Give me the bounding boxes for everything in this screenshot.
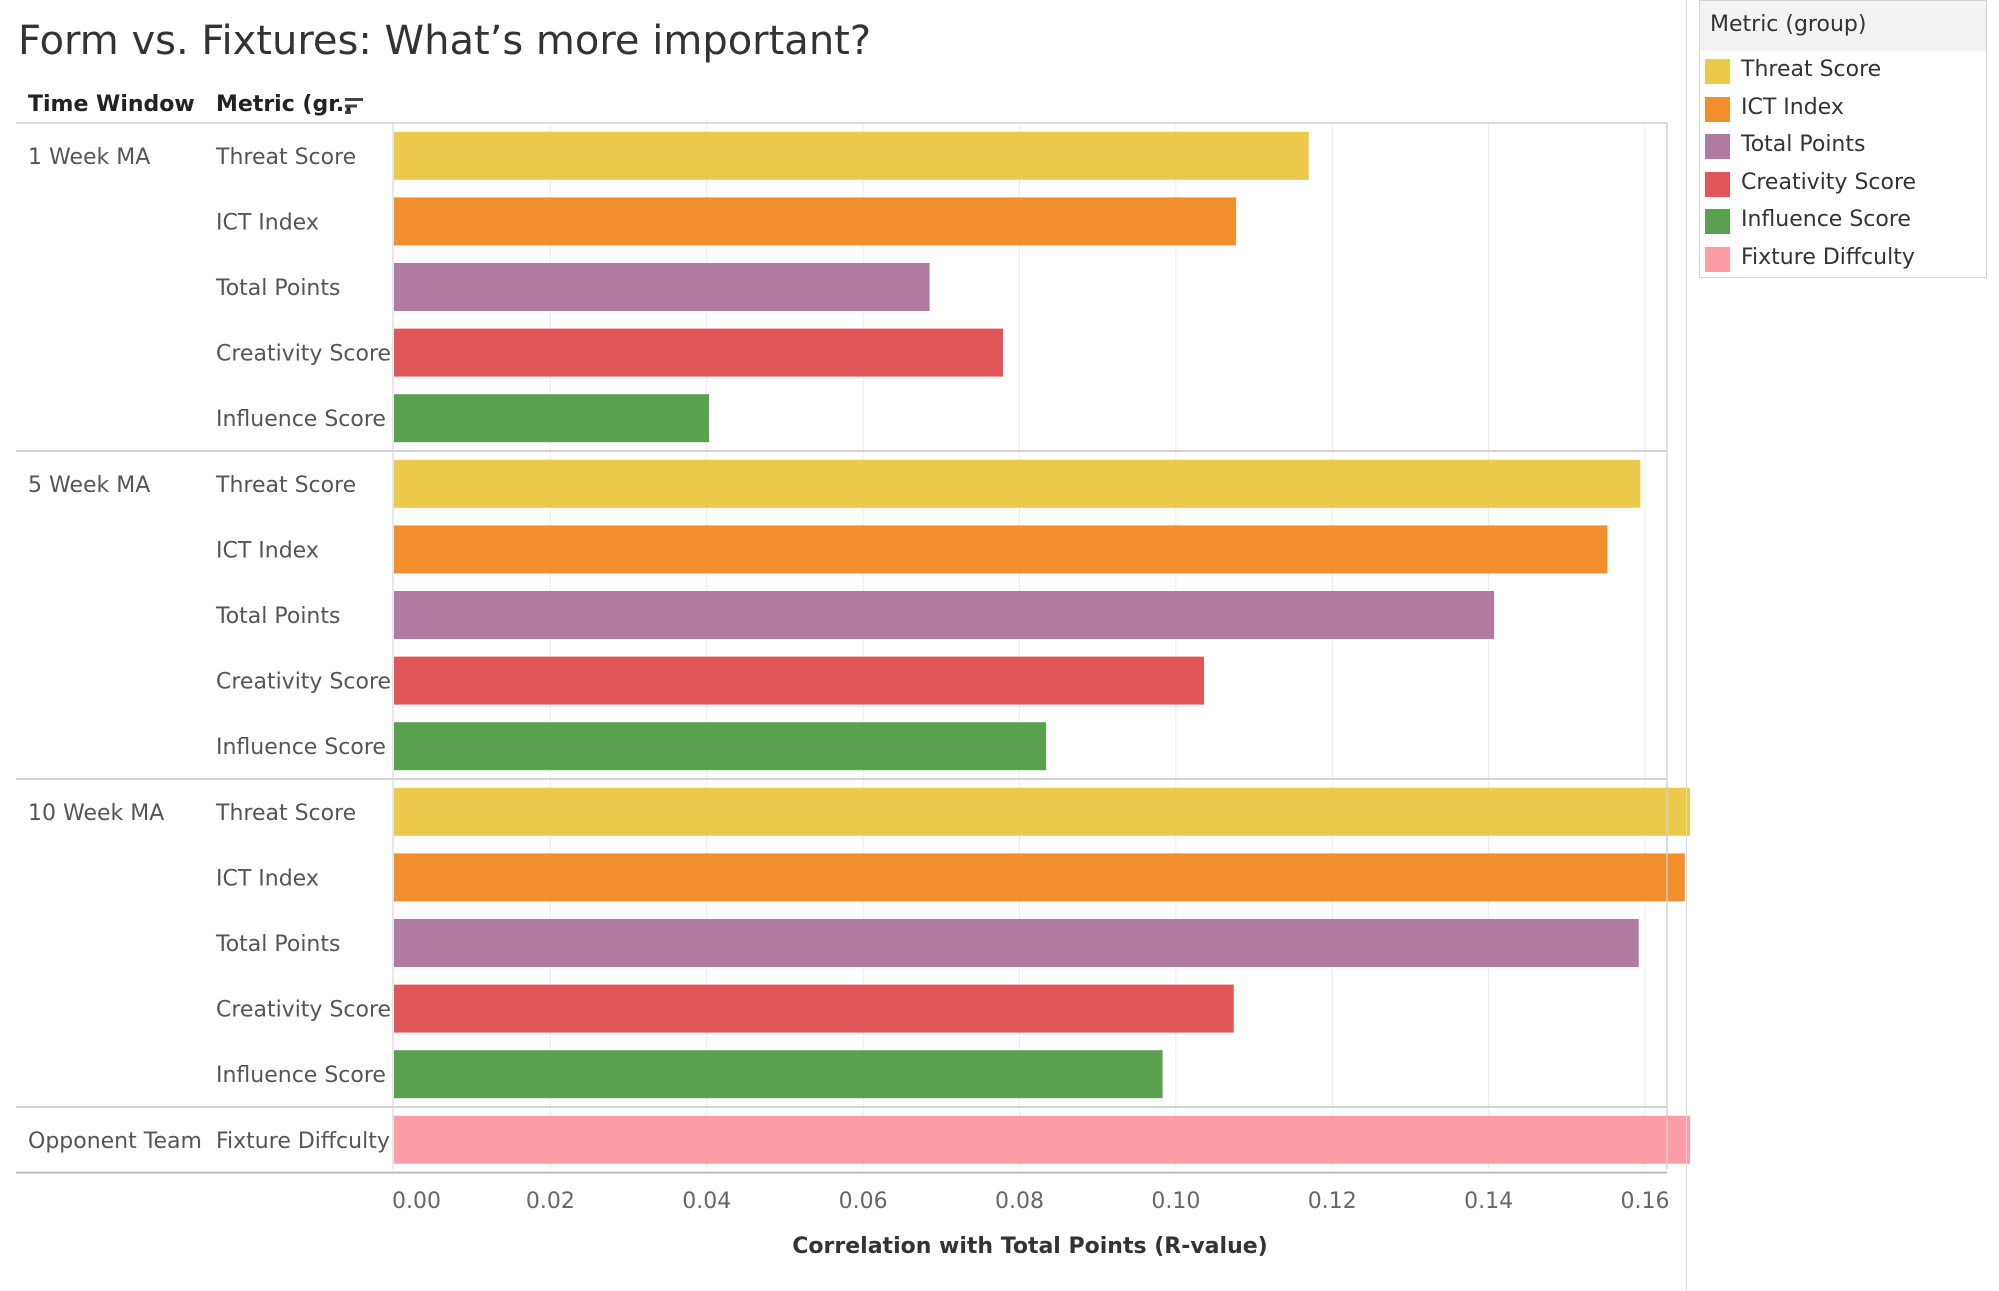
- header-metric[interactable]: Metric (gr..: [216, 92, 353, 117]
- time-window-label: 1 Week MA: [28, 145, 150, 170]
- metric-label: Influence Score: [216, 1063, 386, 1088]
- bar[interactable]: [394, 131, 1309, 180]
- metric-label: ICT Index: [216, 538, 319, 563]
- x-tick-label: 0.02: [526, 1189, 575, 1214]
- x-tick-label: 0.06: [839, 1189, 888, 1214]
- legend-swatch: [1705, 134, 1730, 160]
- x-axis-title: Correlation with Total Points (R-value): [792, 1234, 1267, 1259]
- bar[interactable]: [394, 722, 1047, 771]
- metric-label: Total Points: [215, 604, 340, 629]
- metric-label: ICT Index: [216, 210, 319, 235]
- legend-swatch: [1705, 247, 1730, 272]
- bar[interactable]: [394, 1050, 1163, 1099]
- bar[interactable]: [394, 394, 710, 443]
- x-tick-label: 0.14: [1464, 1189, 1513, 1214]
- bar[interactable]: [394, 459, 1641, 508]
- bar[interactable]: [394, 919, 1639, 967]
- bar[interactable]: [394, 984, 1234, 1033]
- legend: Metric (group) Threat Score ICT Index Tota…: [1699, 0, 1987, 278]
- chart-title: Form vs. Fixtures: What’s more important…: [18, 18, 872, 64]
- legend-title: Metric (group): [1700, 1, 1986, 51]
- legend-swatch: [1705, 209, 1730, 235]
- bar[interactable]: [394, 263, 930, 311]
- metric-label: Threat Score: [215, 145, 356, 170]
- bar[interactable]: [394, 328, 1004, 377]
- bar[interactable]: [394, 525, 1608, 574]
- x-tick-label: 0.16: [1621, 1189, 1670, 1214]
- x-tick-label: 0.08: [995, 1189, 1044, 1214]
- header-time-window[interactable]: Time Window: [28, 92, 195, 117]
- legend-label: Threat Score: [1741, 57, 1882, 82]
- metric-label: Creativity Score: [216, 342, 391, 367]
- legend-swatch: [1705, 96, 1730, 122]
- metric-label: Creativity Score: [216, 670, 391, 695]
- legend-label: Total Points: [1741, 132, 1866, 158]
- metric-label: Influence Score: [216, 735, 386, 760]
- sort-icon[interactable]: [344, 96, 364, 116]
- legend-swatch: [1705, 171, 1730, 197]
- metric-label: Creativity Score: [216, 998, 391, 1023]
- metric-label: Threat Score: [215, 801, 356, 826]
- time-window-label: Opponent Team: [28, 1129, 202, 1154]
- legend-label: Influence Score: [1741, 207, 1911, 233]
- x-tick-label: 0.10: [1151, 1189, 1200, 1214]
- bar[interactable]: [394, 197, 1237, 246]
- bar-chart: Threat Score ICT Index Total Points Creativ…: [16, 122, 1690, 1259]
- metric-label: Total Points: [215, 276, 340, 301]
- metric-label: ICT Index: [216, 866, 319, 891]
- bar[interactable]: [394, 787, 1690, 836]
- legend-swatch: [1705, 59, 1730, 84]
- metric-label: Fixture Diffculty: [216, 1129, 390, 1154]
- legend-label: Creativity Score: [1741, 169, 1917, 195]
- bar[interactable]: [394, 1115, 1690, 1164]
- metric-label: Total Points: [215, 932, 340, 957]
- x-tick-label: 0.12: [1308, 1189, 1357, 1214]
- bar[interactable]: [394, 656, 1205, 705]
- legend-label: Fixture Diffculty: [1741, 245, 1915, 270]
- metric-label: Threat Score: [215, 473, 356, 498]
- time-window-label: 5 Week MA: [28, 473, 150, 498]
- legend-label: ICT Index: [1741, 94, 1844, 120]
- x-tick-label: 0.04: [682, 1189, 731, 1214]
- bar[interactable]: [394, 591, 1495, 639]
- panel-divider: [1686, 0, 1687, 1291]
- metric-label: Influence Score: [216, 407, 386, 432]
- time-window-label: 10 Week MA: [28, 801, 164, 826]
- bar[interactable]: [394, 853, 1685, 902]
- x-tick-label: 0.00: [392, 1189, 441, 1214]
